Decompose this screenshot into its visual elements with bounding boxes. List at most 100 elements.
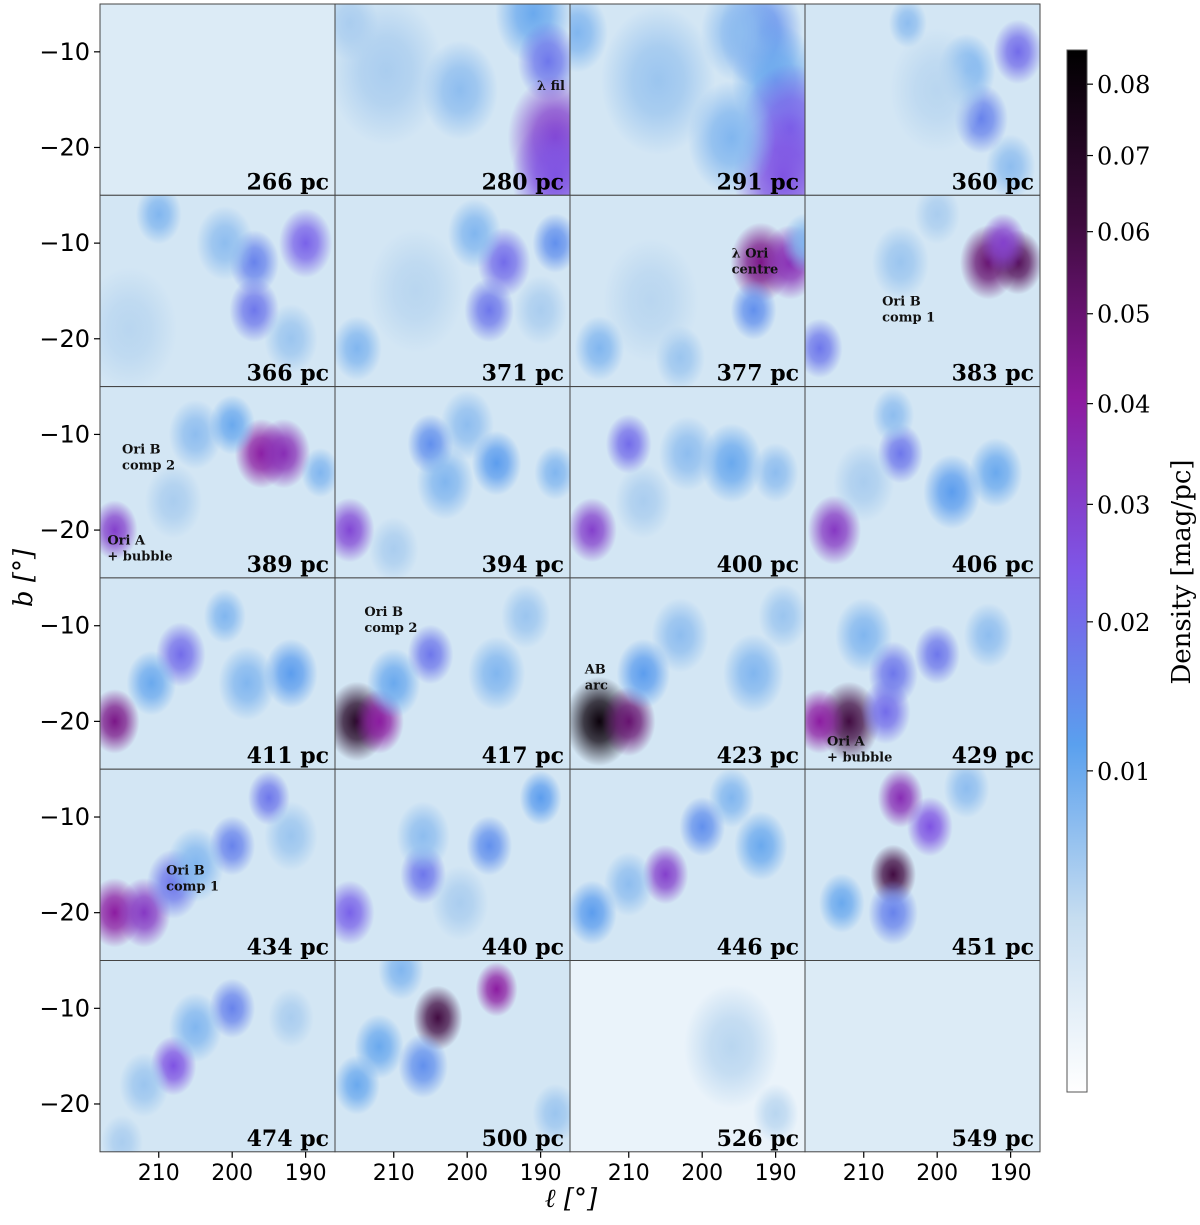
- density-clump: [651, 597, 709, 673]
- density-clump: [501, 583, 551, 649]
- x-tick-label: 190: [285, 1161, 327, 1186]
- panel: 451 pc: [804, 768, 1041, 962]
- density-clump: [980, 213, 1027, 273]
- panel: 371 pc: [334, 194, 571, 388]
- y-axis-label: b [°]: [9, 548, 39, 607]
- density-clump: [758, 583, 805, 649]
- density-clump: [135, 195, 182, 245]
- panel: 440 pc: [334, 768, 571, 962]
- y-tick-label: −20: [39, 516, 90, 544]
- density-clump: [985, 134, 1036, 196]
- density-clump: [906, 796, 953, 857]
- distance-label: 423 pc: [717, 743, 799, 769]
- density-clump: [100, 689, 140, 754]
- axes: −10 −20 −10 −20 −10 −20 −10 −20 −10 −20 −10 −20 210 2…: [39, 38, 1031, 1186]
- density-clump: [683, 984, 780, 1109]
- y-tick-label: −20: [39, 707, 90, 735]
- y-tick-label: −20: [39, 1090, 90, 1118]
- density-clump: [378, 960, 424, 1000]
- density-clump: [407, 624, 454, 685]
- panel: 500 pc: [334, 960, 571, 1153]
- panel: AB arc 423 pc: [569, 577, 806, 770]
- x-tick-label: 190: [755, 1161, 797, 1186]
- distance-label: 440 pc: [482, 935, 564, 961]
- distance-label: 446 pc: [717, 935, 799, 961]
- panel: 394 pc: [334, 386, 571, 579]
- region-annotation: λ fil: [537, 79, 565, 94]
- x-tick-label: 210: [138, 1161, 180, 1186]
- density-clump: [723, 633, 785, 714]
- density-clump: [889, 27, 985, 153]
- density-clump: [218, 645, 276, 721]
- density-clump: [969, 437, 1023, 508]
- panel: 291 pc: [569, 3, 806, 196]
- colorbar-tick-label: 0.07: [1097, 143, 1150, 171]
- panel: 366 pc: [99, 194, 336, 388]
- x-tick-label: 190: [990, 1161, 1032, 1186]
- density-clump: [752, 1083, 799, 1144]
- colorbar-tick-label: 0.04: [1097, 391, 1150, 419]
- distance-label: 417 pc: [482, 743, 564, 769]
- distance-label: 266 pc: [247, 169, 329, 195]
- density-clump: [818, 873, 865, 933]
- y-tick-label: −20: [39, 325, 90, 353]
- density-clump: [532, 1083, 570, 1144]
- y-tick-label: −10: [39, 612, 90, 640]
- density-clump: [603, 238, 699, 363]
- y-tick-label: −10: [39, 803, 90, 831]
- density-clump: [301, 447, 335, 498]
- density-clump: [100, 267, 178, 387]
- density-clump: [708, 769, 755, 828]
- density-clump: [100, 500, 138, 560]
- density-clump: [278, 208, 333, 278]
- density-clump: [196, 205, 254, 281]
- density-clump: [440, 390, 494, 460]
- x-tick-label: 190: [520, 1161, 562, 1186]
- distance-label: 389 pc: [247, 552, 329, 578]
- panel: 411 pc: [99, 577, 336, 770]
- density-clump: [335, 4, 379, 61]
- panel-frame: [804, 960, 1041, 1153]
- density-clump: [464, 277, 515, 343]
- density-clump: [701, 423, 763, 503]
- colorbar-gradient: [1066, 49, 1088, 1093]
- density-clump: [335, 1055, 380, 1115]
- y-tick-label: −20: [39, 899, 90, 927]
- colorbar-tick-label: 0.06: [1097, 219, 1150, 247]
- distance-label: 549 pc: [952, 1126, 1034, 1152]
- distance-label: 451 pc: [952, 935, 1034, 961]
- density-clump: [335, 316, 382, 381]
- region-annotation: Ori A + bubble: [827, 734, 892, 765]
- density-clump: [396, 801, 450, 871]
- density-clump: [570, 4, 608, 73]
- density-clump: [871, 224, 930, 300]
- density-clump: [268, 988, 314, 1048]
- density-clump: [603, 851, 654, 917]
- density-clump: [734, 810, 788, 881]
- distance-label: 406 pc: [952, 552, 1034, 578]
- panel: 266 pc: [99, 3, 336, 196]
- panel: Ori A + bubble 429 pc: [804, 577, 1041, 770]
- x-tick-label: 200: [916, 1161, 958, 1186]
- distance-label: 377 pc: [717, 361, 799, 387]
- panel: λ fil 280 pc: [334, 3, 571, 196]
- distance-label: 366 pc: [247, 361, 329, 387]
- x-tick-label: 210: [608, 1161, 650, 1186]
- panel-background: [100, 4, 335, 196]
- colorbar-label: Density [mag/pc]: [1167, 459, 1197, 684]
- distance-label: 411 pc: [247, 743, 329, 769]
- density-clump: [534, 445, 570, 501]
- panel: 446 pc: [569, 768, 806, 962]
- distance-label: 400 pc: [717, 552, 799, 578]
- density-clump: [144, 464, 203, 539]
- density-clump: [532, 213, 570, 273]
- density-clump: [614, 464, 673, 539]
- density-clump: [833, 442, 895, 523]
- panel: 549 pc: [804, 960, 1041, 1153]
